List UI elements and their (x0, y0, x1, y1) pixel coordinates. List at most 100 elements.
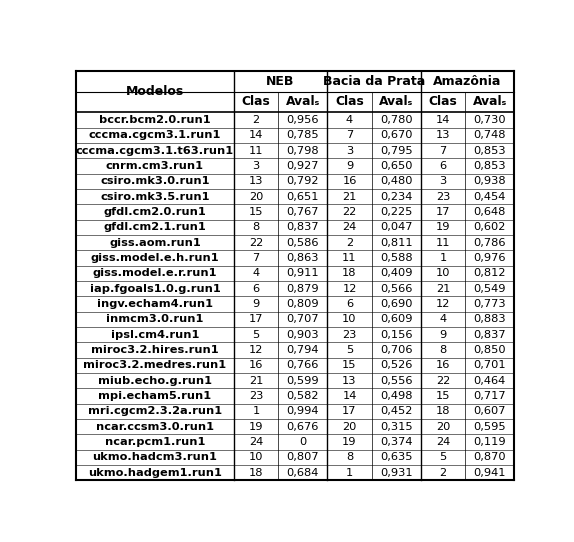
Text: 9: 9 (439, 330, 447, 340)
Text: 0,498: 0,498 (380, 391, 413, 401)
Bar (234, 158, 278, 173)
Bar (371, 404, 421, 419)
Bar (327, 266, 371, 281)
Bar (327, 250, 371, 266)
Bar (465, 204, 514, 220)
Bar (327, 235, 371, 250)
Bar (465, 419, 514, 434)
Text: ukmo.hadgem1.run1: ukmo.hadgem1.run1 (88, 468, 222, 478)
Text: 0,156: 0,156 (380, 330, 413, 340)
Text: 0,903: 0,903 (286, 330, 319, 340)
Bar (327, 327, 371, 342)
Bar (421, 404, 465, 419)
Bar (278, 434, 327, 450)
Bar (465, 143, 514, 158)
Text: iap.fgoals1.0.g.run1: iap.fgoals1.0.g.run1 (90, 283, 220, 294)
Bar (465, 250, 514, 266)
Bar (327, 404, 371, 419)
Bar (465, 342, 514, 358)
Text: 10: 10 (249, 452, 263, 462)
Bar (327, 450, 371, 465)
Bar (327, 173, 371, 189)
Text: 0,976: 0,976 (474, 253, 506, 263)
Text: giss.aom.run1: giss.aom.run1 (109, 237, 201, 248)
Text: 0,651: 0,651 (286, 191, 319, 202)
Bar (327, 373, 371, 388)
Bar (234, 327, 278, 342)
Text: ncar.pcm1.run1: ncar.pcm1.run1 (105, 437, 205, 447)
Text: 0: 0 (299, 437, 307, 447)
Bar (371, 388, 421, 404)
Text: Avalₛ: Avalₛ (472, 95, 507, 108)
Bar (76, 173, 234, 189)
Bar (76, 404, 234, 419)
Text: 3: 3 (439, 176, 447, 186)
Bar (278, 266, 327, 281)
Text: 21: 21 (249, 376, 263, 385)
Bar (76, 189, 234, 204)
Text: 0,690: 0,690 (380, 299, 413, 309)
Bar (278, 189, 327, 204)
Bar (234, 250, 278, 266)
Bar (371, 235, 421, 250)
Bar (421, 235, 465, 250)
Bar (421, 419, 465, 434)
Bar (76, 235, 234, 250)
Text: 17: 17 (436, 207, 450, 217)
Text: 12: 12 (249, 345, 263, 355)
Bar (465, 373, 514, 388)
Text: 0,850: 0,850 (474, 345, 506, 355)
Text: 0,225: 0,225 (380, 207, 412, 217)
Bar (421, 465, 465, 480)
Bar (327, 281, 371, 296)
Text: 0,526: 0,526 (380, 360, 412, 370)
Text: 13: 13 (342, 376, 356, 385)
Text: 6: 6 (346, 299, 353, 309)
Text: giss.model.e.h.run1: giss.model.e.h.run1 (91, 253, 219, 263)
Text: 0,794: 0,794 (286, 345, 319, 355)
Text: 0,717: 0,717 (474, 391, 506, 401)
Bar (421, 204, 465, 220)
Text: ipsl.cm4.run1: ipsl.cm4.run1 (111, 330, 199, 340)
Bar (421, 281, 465, 296)
Bar (465, 358, 514, 373)
Text: 0,556: 0,556 (380, 376, 413, 385)
Text: 0,452: 0,452 (380, 406, 412, 416)
Bar (278, 220, 327, 235)
Bar (465, 112, 514, 127)
Bar (371, 112, 421, 127)
Text: 0,374: 0,374 (380, 437, 413, 447)
Text: 21: 21 (436, 283, 450, 294)
Text: 14: 14 (249, 130, 263, 140)
Bar (421, 373, 465, 388)
Bar (278, 250, 327, 266)
Bar (371, 419, 421, 434)
Text: 18: 18 (249, 468, 263, 478)
Bar (278, 235, 327, 250)
Text: Bacia da Prata: Bacia da Prata (323, 75, 425, 88)
Bar (421, 342, 465, 358)
Text: cccma.cgcm3.1.run1: cccma.cgcm3.1.run1 (89, 130, 221, 140)
Text: 0,047: 0,047 (380, 222, 413, 232)
Bar (465, 220, 514, 235)
Text: 20: 20 (342, 422, 356, 431)
Text: 0,119: 0,119 (474, 437, 506, 447)
Text: 23: 23 (342, 330, 356, 340)
Bar (234, 173, 278, 189)
Text: 7: 7 (439, 146, 447, 156)
Text: 0,464: 0,464 (474, 376, 506, 385)
Text: 2: 2 (440, 468, 447, 478)
Text: 7: 7 (346, 130, 353, 140)
Text: 23: 23 (249, 391, 263, 401)
Text: 0,684: 0,684 (286, 468, 319, 478)
Bar (465, 296, 514, 312)
Bar (371, 143, 421, 158)
Text: 0,786: 0,786 (474, 237, 506, 248)
Text: miroc3.2.hires.run1: miroc3.2.hires.run1 (91, 345, 219, 355)
Text: 21: 21 (342, 191, 356, 202)
Text: ukmo.hadcm3.run1: ukmo.hadcm3.run1 (92, 452, 218, 462)
Text: gfdl.cm2.1.run1: gfdl.cm2.1.run1 (103, 222, 206, 232)
Bar (234, 465, 278, 480)
Text: 7: 7 (253, 253, 259, 263)
Text: 16: 16 (249, 360, 263, 370)
